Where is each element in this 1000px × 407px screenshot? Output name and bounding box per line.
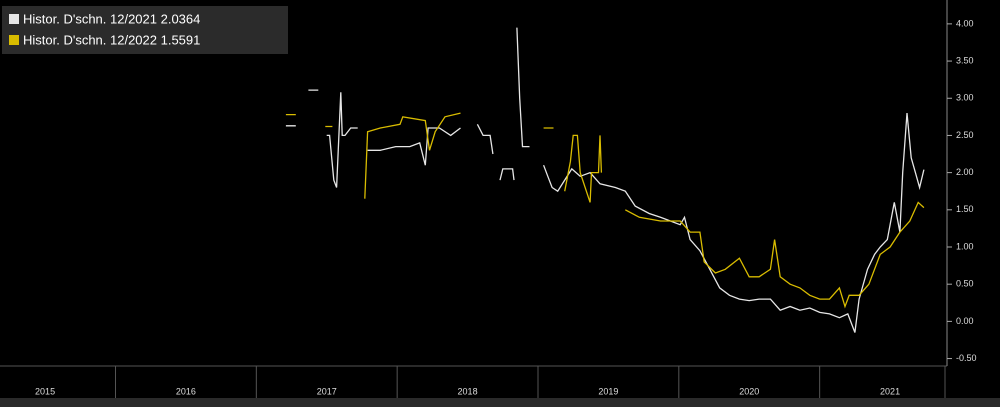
legend-box <box>2 6 288 54</box>
y-tick-label: 3.50 <box>956 55 974 65</box>
y-tick-label: 4.00 <box>956 18 974 28</box>
y-tick-label: 1.50 <box>956 204 974 214</box>
bottom-strip <box>0 398 1000 407</box>
y-tick-label: 3.00 <box>956 93 974 103</box>
legend-label: Histor. D'schn. 12/2022 1.5591 <box>23 32 200 47</box>
legend-swatch <box>9 35 19 45</box>
legend-label: Histor. D'schn. 12/2021 2.0364 <box>23 11 200 26</box>
x-tick-label: 2021 <box>880 386 900 396</box>
legend: Histor. D'schn. 12/2021 2.0364 Histor. D'… <box>2 6 288 54</box>
x-tick-label: 2015 <box>35 386 55 396</box>
x-tick-label: 2018 <box>458 386 478 396</box>
y-tick-label: -0.50 <box>956 353 977 363</box>
legend-swatch <box>9 14 19 24</box>
x-tick-label: 2020 <box>739 386 759 396</box>
y-tick-label: 1.00 <box>956 241 974 251</box>
x-tick-label: 2017 <box>317 386 337 396</box>
series-line <box>285 27 925 333</box>
series-line <box>285 112 925 309</box>
y-tick-label: 0.50 <box>956 279 974 289</box>
y-tick-label: 2.50 <box>956 130 974 140</box>
x-tick-label: 2019 <box>598 386 618 396</box>
y-tick-label: 0.00 <box>956 316 974 326</box>
y-tick-label: 2.00 <box>956 167 974 177</box>
x-tick-label: 2016 <box>176 386 196 396</box>
